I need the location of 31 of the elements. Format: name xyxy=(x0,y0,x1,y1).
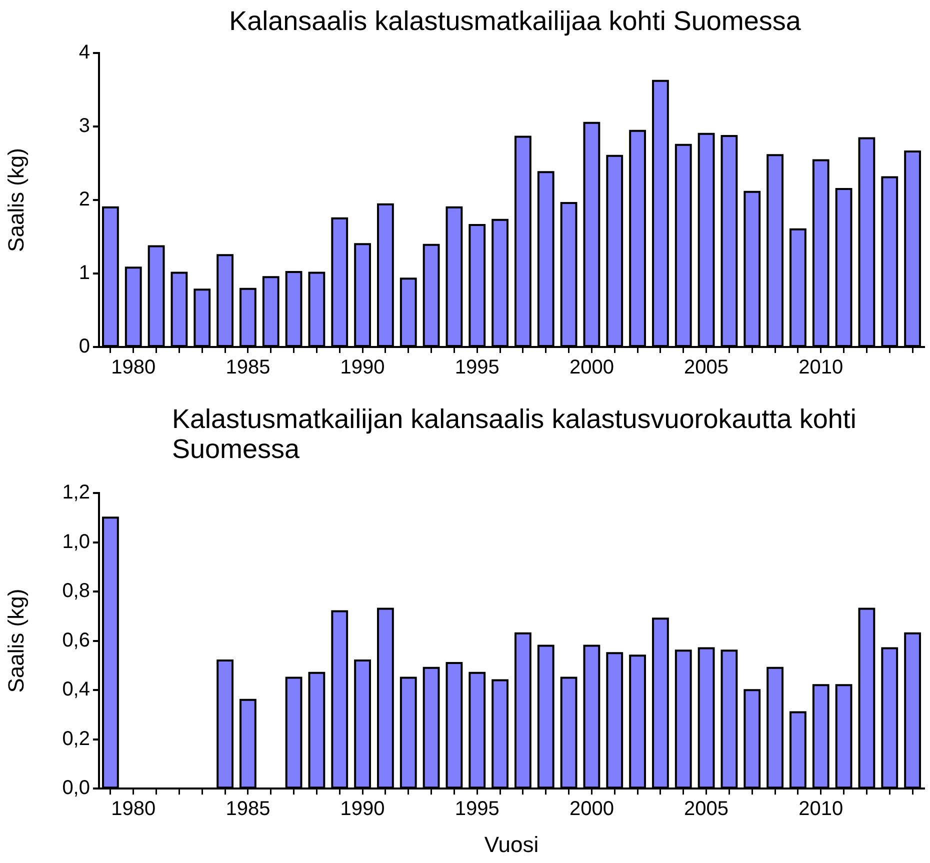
y-tick-label: 3 xyxy=(78,115,90,138)
y-axis-title: Saalis (kg) xyxy=(3,588,28,693)
x-tick-label: 1995 xyxy=(454,798,500,820)
y-tick-label: 0,4 xyxy=(62,678,90,701)
y-tick-label: 1,0 xyxy=(62,530,90,553)
y-tick-label: 0,6 xyxy=(62,629,90,652)
x-tick-label: 1990 xyxy=(340,356,385,379)
x-tick-label: 1985 xyxy=(226,356,270,379)
x-tick-label: 1990 xyxy=(340,798,385,820)
x-tick-label: 2005 xyxy=(684,798,729,820)
x-tick-label: 1980 xyxy=(111,798,156,820)
y-tick-label: 2 xyxy=(78,188,90,211)
x-tick-label: 2000 xyxy=(569,356,614,379)
x-tick-label: 2010 xyxy=(798,356,844,379)
x-tick-label: 1995 xyxy=(454,356,500,379)
x-axis-title: Vuosi xyxy=(484,832,539,857)
y-tick-label: 0,2 xyxy=(62,728,90,750)
y-tick-label: 1,2 xyxy=(62,482,90,504)
x-tick-label: 2010 xyxy=(798,798,844,820)
x-tick-label: 1985 xyxy=(226,798,270,820)
y-tick-label: 0,8 xyxy=(62,580,90,602)
x-tick-label: 2000 xyxy=(569,798,614,820)
x-tick-label: 1980 xyxy=(111,356,156,379)
x-tick-label: 2005 xyxy=(684,356,729,379)
y-tick-label: 0 xyxy=(78,336,90,358)
y-axis-title: Saalis (kg) xyxy=(3,148,28,252)
y-tick-label: 4 xyxy=(78,42,90,64)
chart-title: Kalastusmatkailijan kalansaalis kalastusvuorokautta kohti Suomessa xyxy=(172,404,858,464)
y-tick-label: 0,0 xyxy=(62,777,90,800)
y-tick-label: 1 xyxy=(78,262,90,284)
chart-title: Kalansaalis kalastusmatkailijaa kohti Suomessa xyxy=(228,6,802,36)
